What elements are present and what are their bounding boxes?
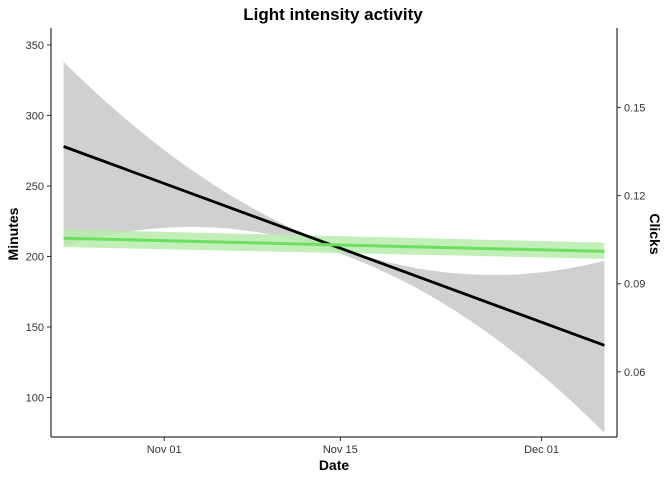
y2-axis-title: Clicks [647,213,663,254]
y-tick-label: 200 [26,251,44,263]
x-axis-title: Date [319,457,350,473]
chart-title: Light intensity activity [243,5,423,24]
x-tick-label: Dec 01 [524,444,559,456]
y-axis-title: Minutes [5,207,21,260]
y2-tick-label: 0.12 [624,191,645,203]
y2-tick-label: 0.09 [624,279,645,291]
y-tick-label: 100 [26,393,44,405]
x-tick-label: Nov 15 [323,444,358,456]
y-tick-label: 250 [26,181,44,193]
y-tick-label: 350 [26,40,44,52]
plot-area: Nov 01 Nov 15 Dec 01 100 150 200 250 300 350 0.06… [26,28,645,456]
y2-tick-label: 0.15 [624,103,645,115]
x-tick-label: Nov 01 [147,444,182,456]
y-tick-label: 300 [26,110,44,122]
y-tick-label: 150 [26,322,44,334]
y2-tick-label: 0.06 [624,367,645,379]
series-clicks-trend-line [63,236,605,253]
